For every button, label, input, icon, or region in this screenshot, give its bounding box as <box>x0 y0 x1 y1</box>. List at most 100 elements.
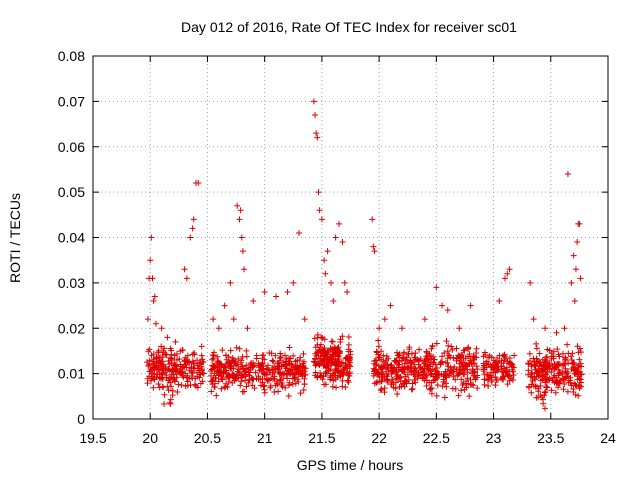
data-point <box>502 369 509 376</box>
data-point <box>224 383 231 390</box>
data-point <box>329 383 336 390</box>
data-point <box>165 365 172 372</box>
data-point <box>467 302 474 309</box>
data-point <box>218 385 225 392</box>
data-point <box>375 354 382 361</box>
data-point <box>370 243 377 250</box>
data-point <box>533 345 540 352</box>
data-point <box>380 352 387 359</box>
data-point <box>264 377 271 384</box>
data-point <box>148 234 155 241</box>
data-point <box>555 366 562 373</box>
data-point <box>312 344 319 351</box>
data-point <box>385 355 392 362</box>
data-point <box>496 298 503 305</box>
data-point <box>423 382 430 389</box>
data-point <box>481 376 488 383</box>
data-point <box>221 384 228 391</box>
data-point <box>146 368 153 375</box>
data-point <box>468 360 475 367</box>
data-point <box>561 325 568 332</box>
data-point <box>485 383 492 390</box>
data-point <box>542 371 549 378</box>
data-point <box>541 389 548 396</box>
data-point <box>492 359 499 366</box>
data-point <box>577 275 584 282</box>
data-point <box>230 358 237 365</box>
data-point <box>244 325 251 332</box>
data-point <box>234 202 241 209</box>
data-point <box>403 378 410 385</box>
data-point <box>444 355 451 362</box>
data-point <box>528 389 535 396</box>
data-point <box>380 363 387 370</box>
data-point <box>470 368 477 375</box>
data-point <box>321 381 328 388</box>
data-point <box>286 344 293 351</box>
y-tick-label: 0.05 <box>58 184 85 200</box>
data-point <box>553 374 560 381</box>
data-point <box>249 376 256 383</box>
data-point <box>341 279 348 286</box>
y-tick-label: 0.02 <box>58 320 85 336</box>
data-point <box>444 307 451 314</box>
data-point <box>392 379 399 386</box>
data-point <box>484 377 491 384</box>
data-point <box>551 365 558 372</box>
data-point <box>388 362 395 369</box>
data-point <box>443 374 450 381</box>
data-point <box>563 374 570 381</box>
data-point <box>273 293 280 300</box>
data-point <box>345 346 352 353</box>
data-point <box>243 383 250 390</box>
data-point <box>259 351 266 358</box>
data-point <box>267 382 274 389</box>
data-point <box>456 360 463 367</box>
data-point <box>189 351 196 358</box>
data-point <box>181 266 188 273</box>
data-point <box>373 379 380 386</box>
data-point <box>290 352 297 359</box>
data-point <box>229 379 236 386</box>
data-point <box>232 376 239 383</box>
data-point <box>212 375 219 382</box>
data-point <box>301 375 308 382</box>
data-point <box>151 293 158 300</box>
data-point <box>289 375 296 382</box>
data-point <box>500 360 507 367</box>
data-point <box>571 298 578 305</box>
data-point <box>301 381 308 388</box>
data-point <box>241 266 248 273</box>
data-point <box>300 387 307 394</box>
data-point <box>428 390 435 397</box>
data-point <box>325 359 332 366</box>
data-point <box>375 343 382 350</box>
data-point <box>399 325 405 332</box>
data-point <box>302 371 309 378</box>
data-point <box>502 275 508 282</box>
data-point <box>209 351 216 358</box>
data-point <box>554 346 561 353</box>
y-tick-label: 0.03 <box>58 275 85 291</box>
data-point <box>431 356 438 363</box>
data-point <box>473 345 480 352</box>
data-point <box>406 346 413 353</box>
data-point <box>214 353 221 360</box>
data-point <box>321 257 328 264</box>
data-point <box>289 381 296 388</box>
data-point <box>145 363 152 370</box>
data-point <box>573 367 580 374</box>
data-point <box>328 279 335 286</box>
data-point <box>405 350 412 357</box>
data-point <box>542 388 549 395</box>
data-point <box>194 373 201 380</box>
data-point <box>229 372 236 379</box>
data-point <box>295 378 302 385</box>
data-point <box>189 358 196 365</box>
data-point <box>412 350 419 357</box>
data-point <box>166 399 173 406</box>
data-point <box>314 373 321 380</box>
data-point <box>467 357 474 364</box>
data-point <box>461 347 468 354</box>
data-point <box>444 348 451 355</box>
